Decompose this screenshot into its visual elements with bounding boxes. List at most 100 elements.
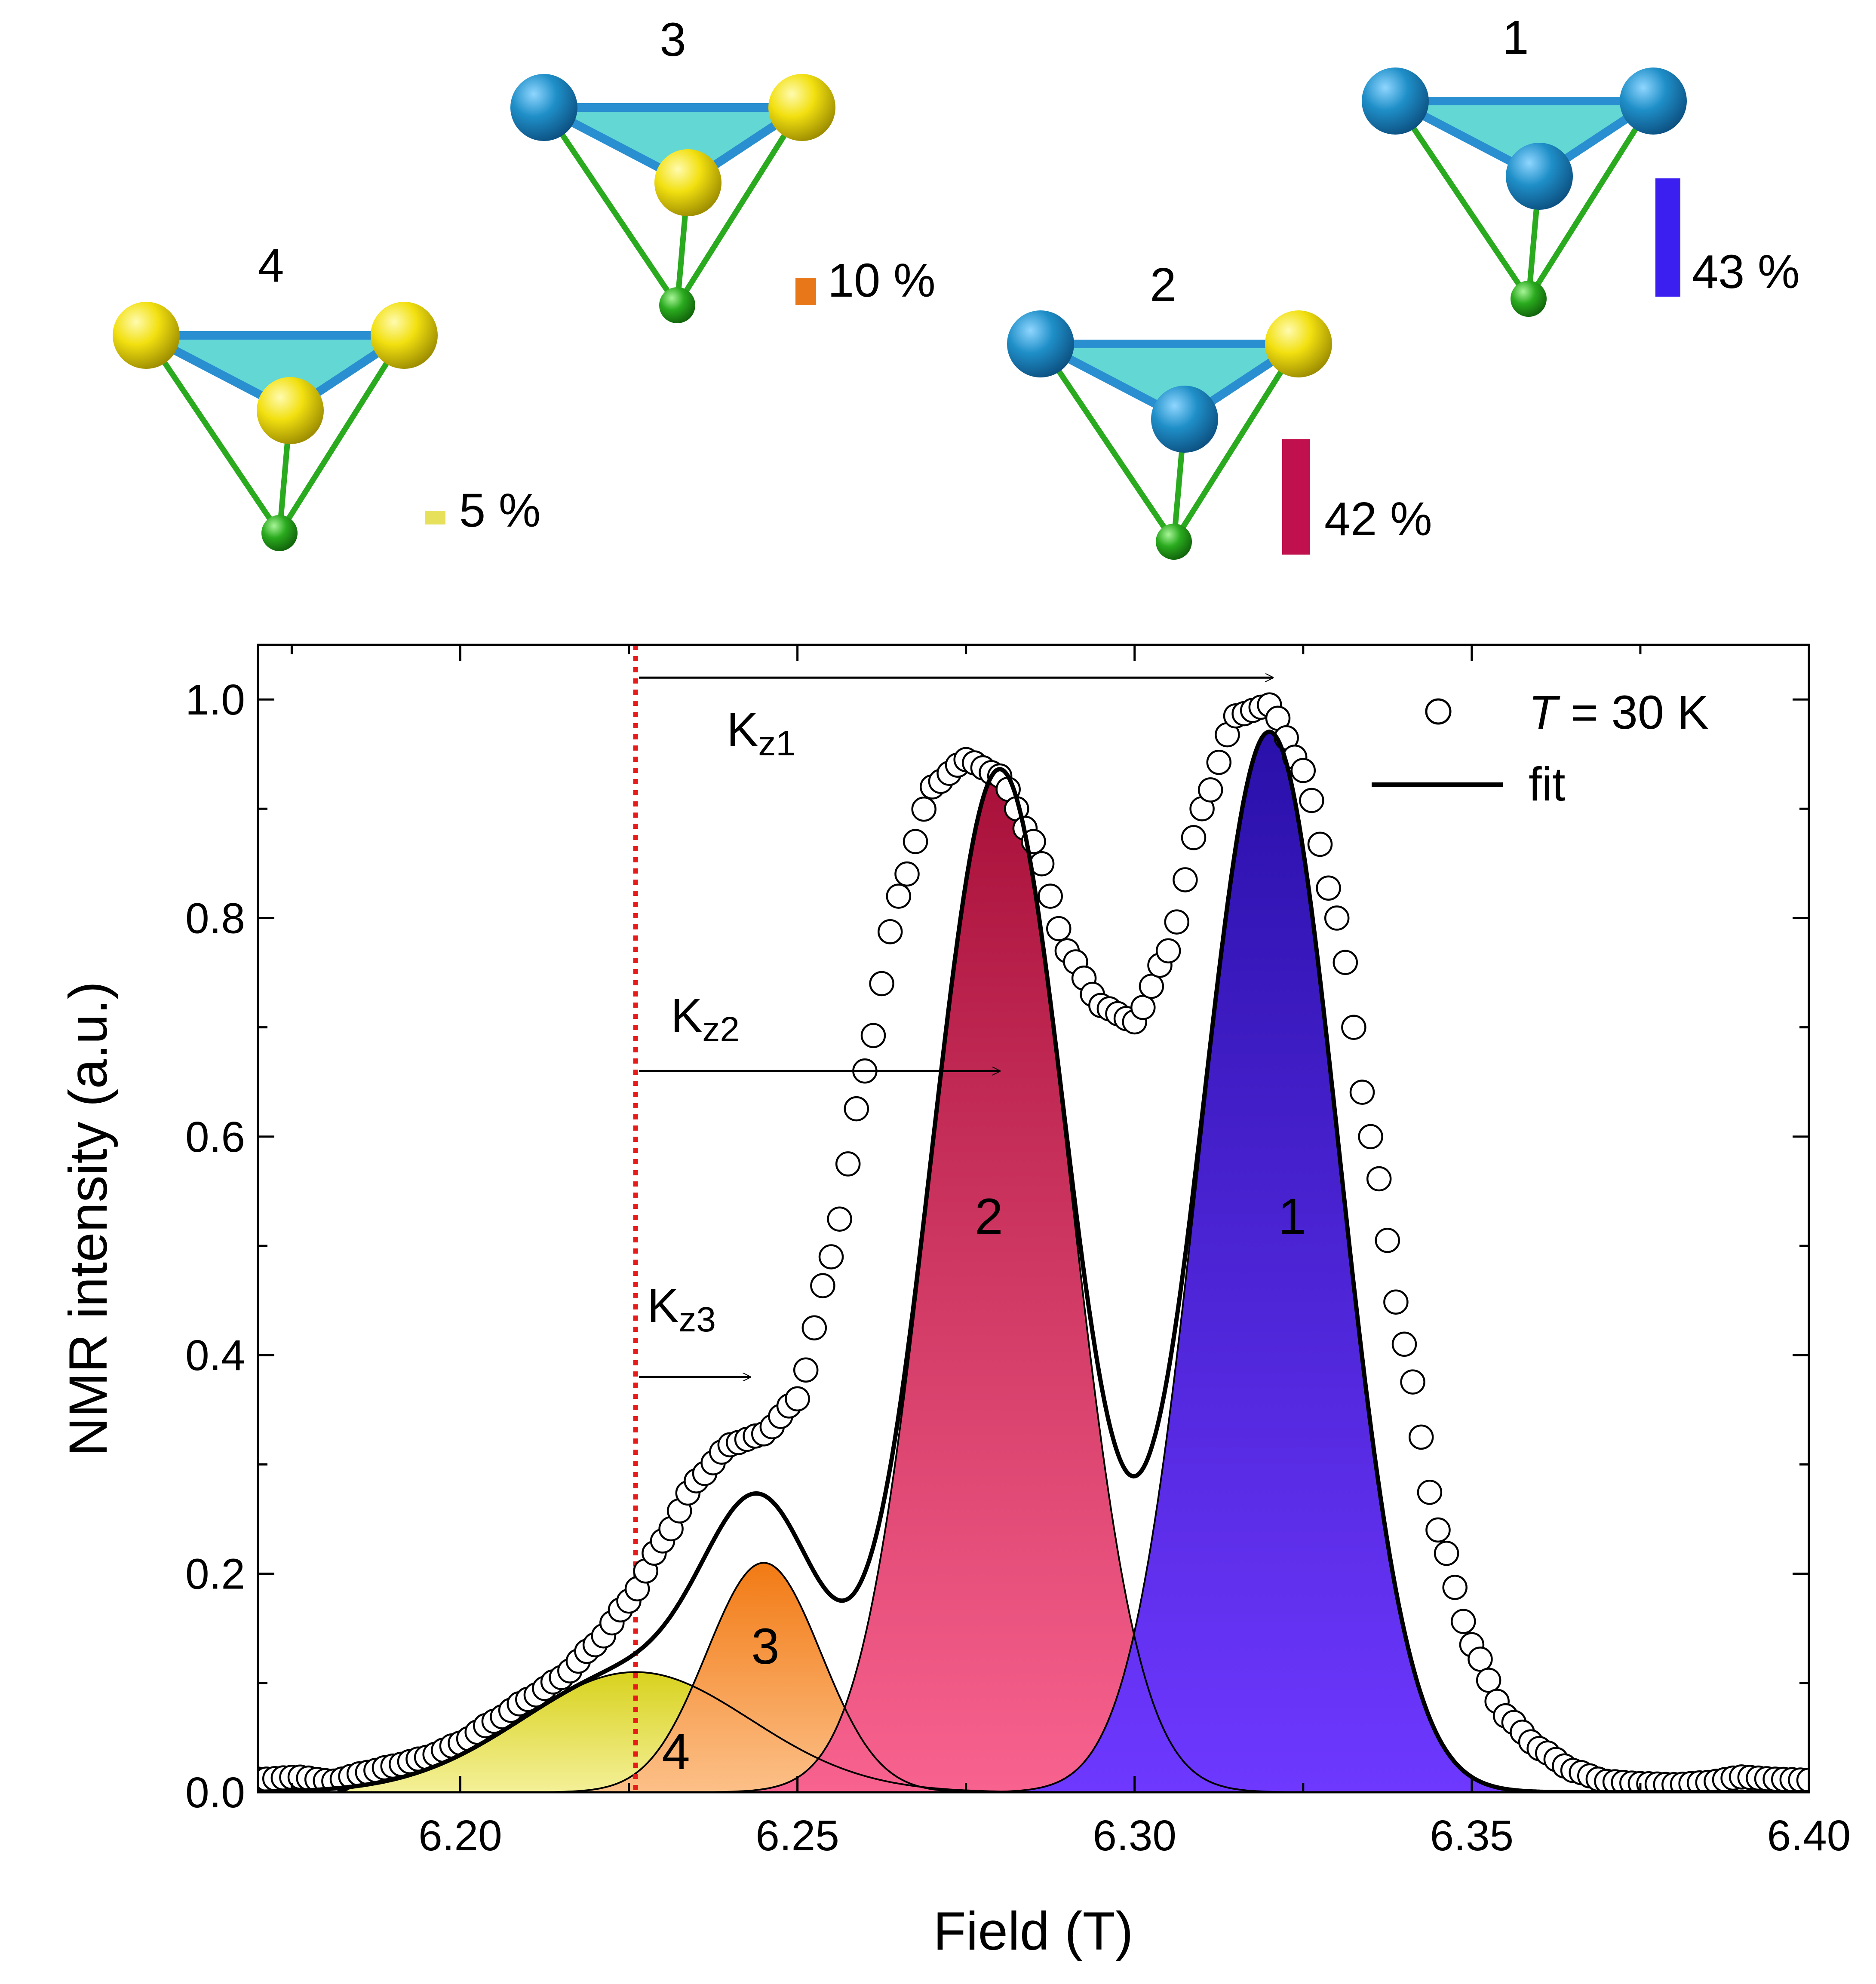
data-point [869,971,894,997]
spin-atom-blue [1620,67,1687,135]
kz2-base: K [671,989,702,1042]
spin-atom-yellow [257,377,324,444]
kz2-label: Kz2 [671,989,740,1049]
nmr-chart: 6.20 6.25 6.30 6.35 6.40 0.0 0.2 0.4 0.6 0.8 1.0 1… [58,644,1851,1961]
kz1-sub: z1 [758,724,795,763]
percent-label: 43 % [1692,245,1800,298]
data-point [1442,1575,1468,1600]
data-point [1425,1517,1451,1543]
data-point [1358,1124,1383,1150]
data-point [1139,974,1164,999]
legend-fit-label: fit [1529,758,1566,811]
data-point [835,1151,861,1177]
ligand-bond [1038,342,1176,543]
component-label-2: 2 [975,1188,1003,1245]
data-point [1181,825,1207,850]
cluster-diagrams: 4 5 % 3 10 % 2 42 % 1 43 % [113,11,1800,560]
data-point [1038,883,1063,909]
ligand-atom [261,515,298,551]
spin-atom-yellow [371,302,438,369]
kz3-base: K [647,1279,679,1332]
percent-label: 42 % [1324,493,1432,546]
spin-atom-yellow [768,74,835,141]
cluster-face [1041,344,1299,419]
ligand-bond [144,334,282,535]
cluster-face [1395,101,1653,176]
data-point [860,1023,886,1048]
ligand-bond [277,334,407,535]
data-point [1046,916,1072,941]
cluster-number: 4 [258,239,284,292]
x-tick-label: 6.25 [755,1812,839,1860]
y-tick-label: 0.2 [185,1550,245,1598]
percent-bar [1655,178,1680,297]
data-point [1206,750,1232,775]
data-point [1391,1331,1417,1357]
x-axis-title: Field (T) [933,1901,1133,1961]
y-tick-label: 0.4 [185,1331,245,1380]
component-fill-1 [978,732,1561,1792]
data-point [1476,1668,1501,1693]
y-axis-title: NMR intensity (a.u.) [58,981,118,1456]
data-point [1316,875,1341,901]
spin-atom-blue [1362,67,1429,135]
data-point [1173,867,1198,892]
data-point [1341,1015,1366,1040]
data-point [1130,995,1156,1020]
legend-data-label: T = 30 K [1529,686,1709,739]
data-point [1307,831,1333,857]
data-markers [258,692,1809,1792]
cluster-number: 3 [660,13,686,66]
spin-atom-yellow [1265,310,1332,377]
ligand-bond [675,106,804,307]
cluster-3: 3 10 % [510,13,936,323]
k-arrows: Kz1 Kz2 Kz3 [639,678,1273,1377]
component-label-1: 1 [1278,1188,1306,1245]
ligand-bond [1526,99,1656,301]
component-fill-2 [708,770,1292,1792]
kz1-label: Kz1 [727,703,795,763]
ligand-atom [659,287,695,323]
kz3-sub: z3 [679,1300,716,1339]
ligand-atom [1156,524,1192,560]
data-point [810,1273,835,1298]
data-point [1366,1166,1392,1192]
data-point [1434,1540,1459,1566]
y-tick-label: 1.0 [185,676,245,724]
data-point [827,1206,852,1232]
component-label-3: 3 [751,1618,780,1675]
data-point [1299,788,1324,813]
percent-label: 5 % [459,484,541,537]
data-point [1375,1228,1400,1253]
data-point [785,1386,810,1412]
data-point [1164,909,1190,935]
data-point [911,796,936,822]
ligand-bond [1393,99,1531,301]
component-label-4: 4 [662,1723,690,1780]
data-point [1197,777,1223,803]
data-point [1408,1424,1434,1450]
data-point [1324,905,1350,931]
cluster-number: 2 [1150,258,1176,311]
data-point [818,1244,844,1270]
percent-label: 10 % [828,254,936,307]
data-point [903,829,928,854]
data-point [1290,758,1316,783]
percent-bar [795,278,816,305]
spin-atom-yellow [113,302,180,369]
percent-bar [1282,439,1310,555]
component-labels: 1 2 3 4 [662,1188,1306,1780]
cluster-2: 2 42 % [1007,258,1432,560]
kz1-base: K [727,703,758,756]
data-point [1417,1479,1443,1505]
axes: 6.20 6.25 6.30 6.35 6.40 0.0 0.2 0.4 0.6 0.8 1.0 [185,644,1851,1860]
data-point [1400,1369,1425,1395]
plot-frame [257,644,1810,1794]
x-tick-label: 6.35 [1430,1812,1514,1860]
cluster-1: 1 43 % [1362,11,1800,317]
component-outline-3 [523,1562,1005,1792]
kz3-label: Kz3 [647,1279,716,1339]
y-tick-label: 0.8 [185,894,245,942]
spin-atom-yellow [654,149,722,216]
data-point [793,1357,819,1383]
